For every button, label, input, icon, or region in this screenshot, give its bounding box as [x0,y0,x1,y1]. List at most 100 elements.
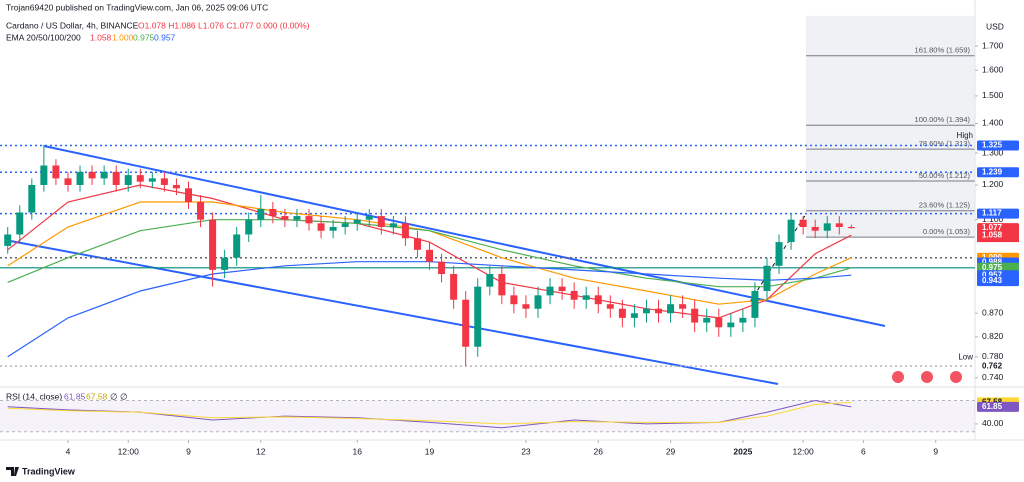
candle-body [655,308,663,314]
event-icon[interactable] [892,371,904,383]
fib-area: 161.80% (1.659) 100.00% (1.394) 78.60% (1.… [806,15,975,238]
ema-line [7,219,852,288]
candle-body [124,175,132,185]
x-tick-label: 9 [933,446,938,456]
y-tick-label: 0.780 [982,351,1004,361]
candle-body [462,299,470,347]
candle-body [76,171,84,185]
candle-body [679,304,687,309]
candle-body [691,308,699,323]
candle-body [233,234,241,258]
brand: TradingView [22,466,76,476]
candle-body [184,188,192,202]
candle-body [582,295,590,300]
candle-body [305,216,313,224]
price-tag-label: 1.239 [982,167,1003,176]
price-tag-note: High [957,131,973,140]
x-tick-label: 19 [425,446,435,456]
trend-line [4,239,779,385]
price-tag-label: 1.077 [982,223,1003,232]
price-tag [977,361,1019,372]
candle-body [329,227,337,231]
price-tag-label: 0.957 [982,270,1003,279]
candle-body [438,261,446,274]
fib-label: 50.00% (1.212) [919,171,971,180]
ema-line [7,201,852,305]
ema-name: EMA 20/50/100/200 [6,32,81,42]
symbol: Cardano / US Dollar, 4h, BINANCE [6,20,139,30]
candle-body [594,295,602,305]
rsi-tag-label: 61.85 [982,402,1003,411]
candle-body [703,317,711,323]
trend-line [43,145,886,327]
fib-label: 100.00% (1.394) [915,115,971,124]
candle-body [257,208,265,220]
price-tag [977,276,1019,287]
event-icon[interactable] [950,371,962,383]
candle-body [739,317,747,323]
y-tick-label: 1.200 [982,179,1004,189]
fib-label: 161.80% (1.659) [915,46,971,55]
x-tick-label: 12:00 [792,446,814,456]
candle-body [498,273,506,296]
candle-body [775,242,783,266]
price-tag-label: 0.988 [982,258,1003,267]
rsi-tick-label: 40.00 [982,418,1004,428]
y-tick-label: 1.600 [982,64,1004,74]
candle-body [341,223,349,228]
candle-body [160,178,168,185]
x-tick-label: 16 [352,446,362,456]
candle-body [281,216,289,220]
candle-body [148,178,156,182]
candle-body [52,165,60,179]
price-tag-label: 1.117 [982,209,1002,218]
y-tick-label: 1.400 [982,118,1004,128]
x-tick-label: 12 [256,446,266,456]
candle-body [486,273,494,287]
x-tick-label: 23 [521,446,531,456]
rsi-line [7,401,852,425]
price-tag [977,167,1019,178]
candle-body [835,223,843,228]
price-tag [977,230,1019,241]
price-tag-note: Low [958,352,973,361]
y-tick-label: 0.820 [982,331,1004,341]
rsi-name: RSI (14, close) [6,391,62,401]
candle-body [823,223,831,231]
candle-body [546,286,554,296]
candle-body [365,216,373,220]
candle-body [606,304,614,309]
x-tick-label: 2025 [733,446,752,456]
ema-value: 1.058 [90,32,112,42]
price-tag-label: 1.058 [982,230,1003,239]
x-tick-label: 12:00 [118,446,140,456]
ema-value: 0.975 [133,32,155,42]
candle-body [16,212,24,235]
candle-body [353,219,361,224]
rsi-value: ∅ [110,391,118,401]
candle-body [510,295,518,305]
x-tick-label: 4 [66,446,71,456]
candle-body [534,295,542,309]
candle-body [799,219,807,228]
rsi-value: 61.85 [64,391,86,401]
candle-body [172,184,180,189]
candle-body [763,265,771,291]
event-icon[interactable] [921,371,933,383]
price-tag-label: 0.943 [982,276,1003,285]
candle-body [751,290,759,318]
ema-value: 1.000 [112,32,134,42]
candle-body [136,175,144,182]
logo [6,467,19,476]
candle-body [787,219,795,243]
candle-body [630,313,638,318]
rsi-tag [977,401,1019,412]
x-tick-label: 9 [186,446,191,456]
candle-body [293,216,301,220]
y-tick-label: 1.500 [982,90,1004,100]
price-tag-label: 1.000 [982,253,1003,262]
y-tick-label: 0.740 [982,372,1004,382]
y-tick-label: 1.100 [982,214,1004,224]
